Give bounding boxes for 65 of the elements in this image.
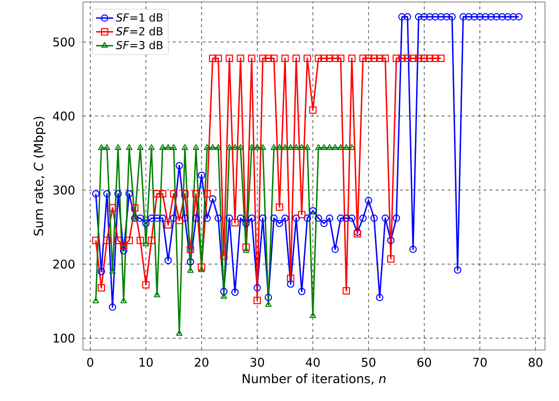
point xyxy=(104,144,110,150)
point xyxy=(232,144,238,150)
x-tick-label: 20 xyxy=(194,358,208,367)
point xyxy=(248,144,255,150)
legend-label: SF=1 dB xyxy=(116,13,163,22)
point xyxy=(282,144,288,150)
point xyxy=(176,330,183,336)
point xyxy=(348,144,356,150)
point xyxy=(265,301,272,307)
x-tick-label: 50 xyxy=(362,358,376,367)
point xyxy=(159,144,166,150)
point xyxy=(164,144,172,150)
legend-label: SF=2 dB xyxy=(116,26,163,36)
point xyxy=(304,144,311,150)
x-tick-label: 70 xyxy=(473,358,487,367)
x-tick-label: 30 xyxy=(250,358,264,367)
x-axis-title: Number of iterations, n xyxy=(242,374,386,385)
point xyxy=(114,144,122,150)
legend-label: SF=3 dB xyxy=(116,40,163,50)
point xyxy=(137,144,144,150)
y-tick-label: 500 xyxy=(53,37,74,47)
point xyxy=(254,144,260,150)
y-axis-title: Sum rate, C (Mbps) xyxy=(34,116,46,236)
point xyxy=(126,144,132,150)
x-tick-label: 60 xyxy=(417,358,432,367)
point xyxy=(192,144,200,150)
point xyxy=(332,144,338,150)
x-tick-label: 0 xyxy=(87,358,94,367)
point xyxy=(270,144,278,150)
point xyxy=(154,292,160,298)
point xyxy=(320,144,328,150)
x-tick-label: 40 xyxy=(306,358,320,367)
point xyxy=(120,297,127,304)
point xyxy=(214,144,222,150)
point xyxy=(226,144,233,150)
point xyxy=(98,144,105,150)
y-tick-label: 300 xyxy=(53,186,74,195)
point xyxy=(220,293,228,299)
y-tick-label: 400 xyxy=(52,112,74,121)
point xyxy=(142,240,150,246)
point xyxy=(148,144,155,150)
point xyxy=(310,312,316,318)
point xyxy=(292,144,300,150)
point xyxy=(326,144,333,150)
point xyxy=(92,297,100,304)
y-tick-label: 200 xyxy=(53,260,74,269)
x-tick-label: 80 xyxy=(528,358,542,367)
point xyxy=(182,144,188,150)
point xyxy=(298,144,306,150)
point xyxy=(343,144,350,150)
point xyxy=(209,144,216,150)
point xyxy=(109,268,116,274)
point xyxy=(260,144,266,150)
point xyxy=(337,144,344,150)
point xyxy=(287,144,294,150)
point xyxy=(187,267,194,273)
y-tick-label: 100 xyxy=(54,334,74,343)
point xyxy=(242,247,250,253)
point xyxy=(315,144,322,150)
point xyxy=(170,144,177,150)
point xyxy=(237,144,244,150)
point xyxy=(198,266,205,272)
x-tick-label: 10 xyxy=(140,358,153,367)
point xyxy=(204,144,210,150)
point xyxy=(276,144,283,150)
